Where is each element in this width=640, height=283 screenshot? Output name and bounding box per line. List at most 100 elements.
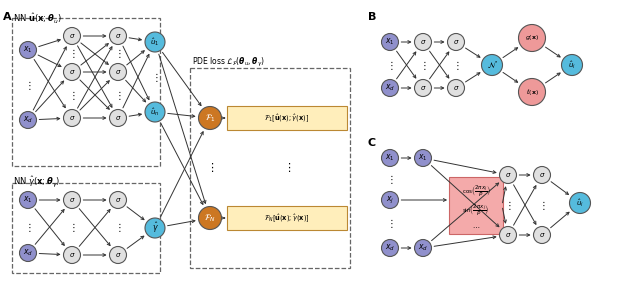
Circle shape	[447, 33, 465, 50]
Text: $\mathcal{F}_N$: $\mathcal{F}_N$	[204, 212, 216, 224]
Text: $x_d$: $x_d$	[23, 248, 33, 258]
Text: NN $\hat{\gamma}(\mathbf{x};\boldsymbol{\theta}_\gamma)$: NN $\hat{\gamma}(\mathbf{x};\boldsymbol{…	[13, 174, 60, 189]
Circle shape	[145, 32, 165, 52]
Text: $\sigma$: $\sigma$	[115, 68, 122, 76]
Circle shape	[109, 192, 127, 209]
Circle shape	[145, 218, 165, 238]
Circle shape	[109, 110, 127, 127]
Text: $\mathcal{F}_1[\hat{\mathbf{u}}(\mathbf{x});\hat{\gamma}(\mathbf{x})]$: $\mathcal{F}_1[\hat{\mathbf{u}}(\mathbf{…	[264, 112, 310, 124]
FancyBboxPatch shape	[227, 106, 347, 130]
Circle shape	[381, 80, 399, 97]
Text: PDE loss $\mathcal{L}_\mathcal{F}(\boldsymbol{\theta}_u,\boldsymbol{\theta}_\gam: PDE loss $\mathcal{L}_\mathcal{F}(\bolds…	[192, 56, 265, 69]
Text: $\hat{u}_1$: $\hat{u}_1$	[150, 36, 159, 48]
Text: $\vdots$: $\vdots$	[206, 162, 214, 175]
Circle shape	[499, 166, 516, 183]
Circle shape	[381, 239, 399, 256]
Text: $\sigma$: $\sigma$	[452, 38, 460, 46]
Circle shape	[63, 110, 81, 127]
Text: $\vdots$: $\vdots$	[24, 220, 32, 233]
Text: $\sigma$: $\sigma$	[452, 84, 460, 92]
Circle shape	[570, 192, 591, 213]
Circle shape	[381, 149, 399, 166]
Text: $\sigma$: $\sigma$	[420, 38, 426, 46]
Text: $\cos\!\left(\dfrac{2\pi x_j}{P}\right)$: $\cos\!\left(\dfrac{2\pi x_j}{P}\right)$	[461, 184, 490, 200]
Circle shape	[63, 192, 81, 209]
Text: $\hat{\gamma}$: $\hat{\gamma}$	[152, 221, 159, 235]
Text: $\sigma$: $\sigma$	[68, 196, 76, 204]
Circle shape	[63, 27, 81, 44]
Circle shape	[109, 246, 127, 263]
Text: $\vdots$: $\vdots$	[504, 198, 512, 211]
Circle shape	[415, 33, 431, 50]
FancyBboxPatch shape	[449, 177, 503, 234]
Text: $\vdots$: $\vdots$	[115, 89, 122, 102]
Text: $g(\mathbf{x})$: $g(\mathbf{x})$	[525, 33, 539, 42]
Circle shape	[415, 239, 431, 256]
Text: $\vdots$: $\vdots$	[283, 162, 291, 175]
Text: $\vdots$: $\vdots$	[387, 173, 394, 185]
Text: NN $\hat{\mathbf{u}}(\mathbf{x};\boldsymbol{\theta}_u)$: NN $\hat{\mathbf{u}}(\mathbf{x};\boldsym…	[13, 12, 61, 26]
Circle shape	[415, 149, 431, 166]
Circle shape	[447, 80, 465, 97]
Text: A: A	[3, 12, 12, 22]
Circle shape	[19, 245, 36, 261]
Text: $\vdots$: $\vdots$	[24, 78, 32, 91]
Circle shape	[63, 246, 81, 263]
Text: $\vdots$: $\vdots$	[115, 222, 122, 235]
Text: C: C	[368, 138, 376, 148]
FancyBboxPatch shape	[227, 206, 347, 230]
Text: $x_1$: $x_1$	[23, 195, 33, 205]
Text: $\hat{u}_i$: $\hat{u}_i$	[576, 197, 584, 209]
Circle shape	[534, 166, 550, 183]
Circle shape	[518, 25, 545, 52]
Text: $\sigma$: $\sigma$	[68, 251, 76, 259]
Text: $x_d$: $x_d$	[418, 243, 428, 253]
Text: $\sigma$: $\sigma$	[68, 68, 76, 76]
Text: $\sin\!\left(\dfrac{2\pi x_j}{P}\right)$: $\sin\!\left(\dfrac{2\pi x_j}{P}\right)$	[462, 202, 490, 218]
Text: $\sigma$: $\sigma$	[115, 251, 122, 259]
Text: $\vdots$: $\vdots$	[387, 218, 394, 230]
Circle shape	[63, 63, 81, 80]
Text: $\sigma$: $\sigma$	[420, 84, 426, 92]
Text: $\sigma$: $\sigma$	[505, 231, 511, 239]
Circle shape	[19, 112, 36, 128]
Circle shape	[518, 78, 545, 106]
Text: $x_1$: $x_1$	[418, 153, 428, 163]
Text: $x_d$: $x_d$	[23, 115, 33, 125]
Text: $\vdots$: $\vdots$	[151, 70, 159, 83]
Text: $\mathcal{F}_1$: $\mathcal{F}_1$	[205, 112, 215, 124]
Text: $\vdots$: $\vdots$	[387, 59, 394, 72]
Text: $\hat{u}_i$: $\hat{u}_i$	[568, 59, 576, 71]
Text: $\vdots$: $\vdots$	[419, 59, 427, 72]
Text: $\mathcal{F}_N[\hat{\mathbf{u}}(\mathbf{x});\hat{\gamma}(\mathbf{x})]$: $\mathcal{F}_N[\hat{\mathbf{u}}(\mathbf{…	[264, 212, 310, 224]
Text: $\vdots$: $\vdots$	[452, 59, 460, 72]
Circle shape	[109, 27, 127, 44]
Circle shape	[381, 33, 399, 50]
Text: $x_d$: $x_d$	[385, 243, 395, 253]
Circle shape	[561, 55, 582, 76]
Circle shape	[109, 63, 127, 80]
Text: $x_1$: $x_1$	[385, 153, 395, 163]
Text: $x_d$: $x_d$	[385, 83, 395, 93]
Text: $\sigma$: $\sigma$	[68, 114, 76, 122]
Text: $\hat{u}_n$: $\hat{u}_n$	[150, 106, 159, 118]
Text: $\sigma$: $\sigma$	[539, 231, 545, 239]
Circle shape	[198, 207, 221, 230]
Circle shape	[19, 42, 36, 59]
Text: $\ell(\mathbf{x})$: $\ell(\mathbf{x})$	[525, 87, 538, 97]
Text: $\sigma$: $\sigma$	[115, 196, 122, 204]
Circle shape	[19, 192, 36, 209]
Circle shape	[198, 106, 221, 130]
Text: $\vdots$: $\vdots$	[68, 89, 76, 102]
Text: $\cdots$: $\cdots$	[472, 223, 480, 229]
Circle shape	[145, 102, 165, 122]
Circle shape	[481, 55, 502, 76]
Text: $\mathcal{N}$: $\mathcal{N}$	[486, 59, 497, 70]
Text: $\sigma$: $\sigma$	[68, 32, 76, 40]
Circle shape	[381, 192, 399, 209]
Text: $\vdots$: $\vdots$	[538, 198, 546, 211]
Text: B: B	[368, 12, 376, 22]
Text: $x_j$: $x_j$	[386, 194, 394, 205]
Text: $\sigma$: $\sigma$	[505, 171, 511, 179]
Circle shape	[499, 226, 516, 243]
